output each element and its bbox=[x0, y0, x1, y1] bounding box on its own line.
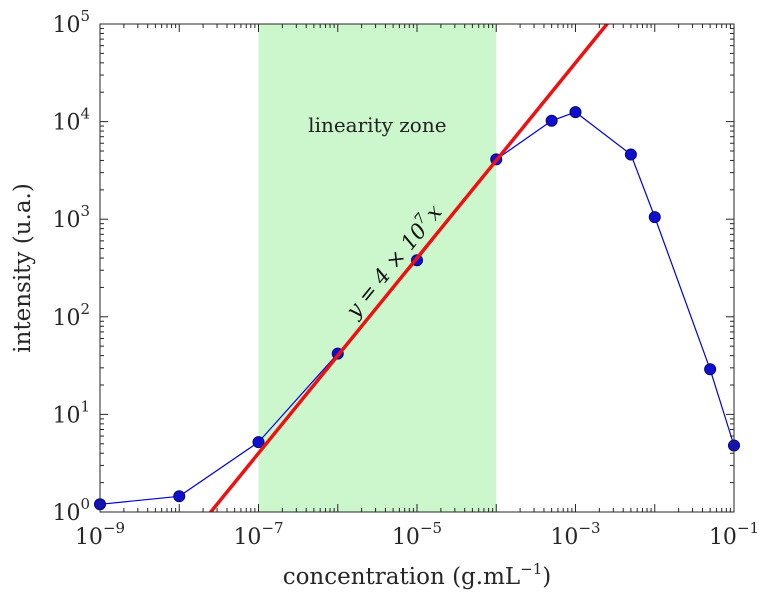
x-tick-base: 10 bbox=[233, 525, 261, 550]
x-tick-exp: −9 bbox=[103, 519, 125, 537]
x-axis-label: concentration (g.mL−1) bbox=[283, 560, 552, 590]
x-tick-base: 10 bbox=[550, 525, 578, 550]
y-tick-label: 105 bbox=[52, 7, 90, 38]
data-series-line bbox=[99, 111, 735, 505]
x-tick-exp: −5 bbox=[420, 519, 442, 537]
y-tick-exp: 2 bbox=[80, 300, 90, 318]
x-tick-label: 10−9 bbox=[75, 519, 125, 550]
y-tick-base: 10 bbox=[52, 13, 80, 38]
y-tick-exp: 0 bbox=[80, 495, 90, 513]
data-point bbox=[173, 490, 186, 503]
y-tick-label: 104 bbox=[52, 105, 90, 136]
x-tick-base: 10 bbox=[392, 525, 420, 550]
linearity-zone-region bbox=[258, 24, 497, 512]
y-tick-exp: 5 bbox=[80, 7, 90, 25]
y-tick-label: 103 bbox=[52, 202, 90, 233]
data-point bbox=[648, 211, 661, 224]
x-tick-exp: −1 bbox=[737, 519, 759, 537]
x-axis-label-sup: −1 bbox=[520, 560, 542, 578]
y-tick-exp: 1 bbox=[80, 397, 90, 415]
x-tick-exp: −7 bbox=[261, 519, 283, 537]
data-point bbox=[545, 114, 558, 127]
x-tick-base: 10 bbox=[75, 525, 103, 550]
x-axis-label-end: ) bbox=[542, 564, 551, 590]
data-point bbox=[704, 363, 717, 376]
y-tick-base: 10 bbox=[52, 306, 80, 331]
x-tick-base: 10 bbox=[709, 525, 737, 550]
linearity-zone-label: linearity zone bbox=[308, 113, 446, 137]
x-tick-exp: −3 bbox=[578, 519, 600, 537]
y-axis-label: intensity (u.a.) bbox=[10, 183, 36, 353]
x-tick-label: 10−7 bbox=[233, 519, 283, 550]
y-tick-base: 10 bbox=[52, 403, 80, 428]
x-tick-label: 10−3 bbox=[550, 519, 600, 550]
fit-line bbox=[208, 24, 610, 512]
x-tick-label: 10−1 bbox=[709, 519, 759, 550]
y-tick-label: 102 bbox=[52, 300, 90, 331]
y-tick-base: 10 bbox=[52, 208, 80, 233]
data-point bbox=[252, 436, 265, 449]
x-axis-label-text: concentration (g.mL bbox=[283, 564, 520, 590]
y-tick-label: 101 bbox=[52, 397, 90, 428]
y-tick-base: 10 bbox=[52, 501, 80, 526]
y-tick-exp: 3 bbox=[80, 202, 90, 220]
y-tick-label: 100 bbox=[52, 495, 90, 526]
data-point bbox=[624, 148, 637, 161]
x-tick-label: 10−5 bbox=[392, 519, 442, 550]
y-tick-base: 10 bbox=[52, 111, 80, 136]
y-tick-exp: 4 bbox=[80, 105, 90, 123]
data-point bbox=[569, 106, 582, 119]
